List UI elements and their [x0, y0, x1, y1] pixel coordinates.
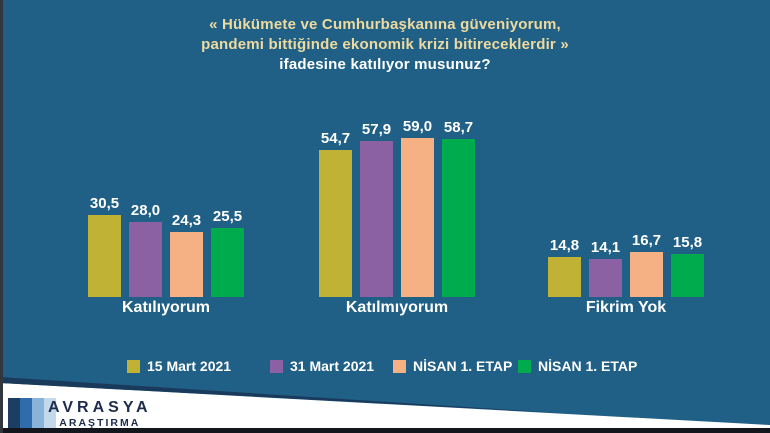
category-label: Katılmıyorum: [345, 299, 449, 316]
logo-bar: [32, 398, 44, 428]
bar: 54,7: [319, 130, 352, 297]
legend-item: 15 Mart 2021: [127, 358, 231, 374]
bar-group: 14,8 14,1 16,7 15,8: [548, 232, 704, 297]
legend-swatch-icon: [127, 359, 140, 373]
bar-value-label: 57,9: [361, 121, 392, 138]
legend-swatch-icon: [393, 359, 406, 373]
left-edge-strip: [0, 0, 3, 433]
bar-value-label: 16,7: [631, 232, 662, 249]
chart-title-line2: pandemi bittiğinde ekonomik krizi bitire…: [201, 36, 569, 53]
legend-swatch-icon: [518, 359, 531, 373]
legend-label: NİSAN 1. ETAP: [538, 358, 638, 374]
bar: 16,7: [630, 232, 663, 297]
legend-swatch-icon: [270, 359, 283, 373]
bar-value-label: 14,1: [590, 239, 621, 256]
chart-title: « Hükümete ve Cumhurbaşkanına güveniyoru…: [0, 15, 770, 75]
bar: 58,7: [442, 119, 475, 297]
logo-bar: [8, 398, 20, 428]
legend-label: NİSAN 1. ETAP: [413, 358, 513, 374]
bar: 59,0: [401, 118, 434, 297]
bar-value-label: 54,7: [320, 130, 351, 147]
bar-value-label: 14,8: [549, 237, 580, 254]
footer-navy-accent-wedge: [0, 377, 560, 413]
bar-group: 54,7 57,9 59,0 58,7: [319, 118, 475, 297]
bar: 15,8: [671, 234, 704, 297]
bar-value-label: 59,0: [402, 118, 433, 135]
bar: 14,8: [548, 237, 581, 297]
legend-label: 31 Mart 2021: [290, 358, 375, 374]
footer-bottom-bar: [0, 428, 770, 433]
chart-title-line1: « Hükümete ve Cumhurbaşkanına güveniyoru…: [209, 16, 561, 33]
bar: 25,5: [211, 208, 244, 297]
bar: 24,3: [170, 212, 203, 297]
category-label: Fikrim Yok: [585, 299, 667, 316]
bar: 57,9: [360, 121, 393, 297]
brand-subtitle: ARAŞTIRMA: [59, 417, 141, 429]
footer-white-wedge: [0, 383, 770, 433]
footer-wedge-graphic: [0, 377, 770, 433]
bar: 28,0: [129, 202, 162, 297]
bar-value-label: 24,3: [171, 212, 202, 229]
bar-value-label: 15,8: [672, 234, 703, 251]
legend-item: NİSAN 1. ETAP: [393, 358, 512, 374]
footer-brand: AVRASYA ARAŞTIRMA: [48, 399, 152, 430]
bar-value-label: 28,0: [130, 202, 161, 219]
legend-item: NİSAN 1. ETAP: [518, 358, 637, 374]
chart-title-line3: ifadesine katılıyor musunuz?: [279, 56, 491, 73]
bar-group: 30,5 28,0 24,3 25,5: [88, 195, 244, 297]
legend-label: 15 Mart 2021: [147, 358, 232, 374]
logo-bar: [44, 398, 56, 428]
bar-value-label: 58,7: [443, 119, 474, 136]
bar: 30,5: [88, 195, 121, 297]
avrasya-logo-icon: [8, 398, 56, 428]
category-label: Katılıyorum: [121, 299, 210, 316]
bar-value-label: 25,5: [212, 208, 243, 225]
bar: 14,1: [589, 239, 622, 297]
brand-name: AVRASYA: [48, 399, 152, 416]
logo-bar: [20, 398, 32, 428]
bar-value-label: 30,5: [89, 195, 120, 212]
legend-item: 31 Mart 2021: [270, 358, 374, 374]
